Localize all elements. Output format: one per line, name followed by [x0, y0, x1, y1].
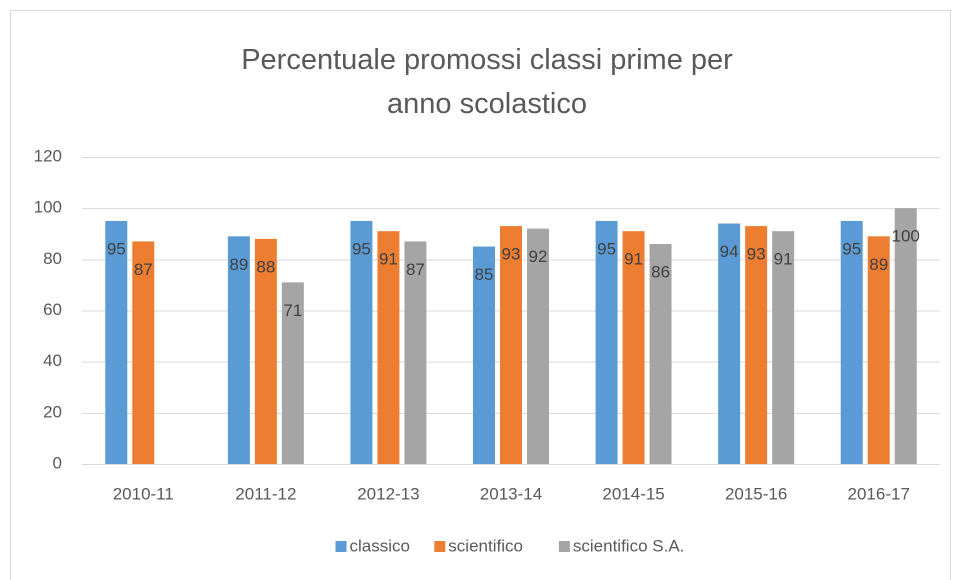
- data-label: 91: [774, 250, 793, 269]
- y-tick-label: 80: [43, 249, 62, 268]
- bar: [649, 243, 672, 464]
- bar: [132, 241, 155, 464]
- y-tick-label: 60: [43, 300, 62, 319]
- bar: [894, 208, 917, 464]
- bar: [867, 236, 890, 464]
- data-label: 95: [107, 239, 126, 258]
- data-label: 89: [869, 255, 888, 274]
- bar: [105, 220, 128, 464]
- bar: [473, 246, 495, 464]
- data-label: 91: [624, 250, 643, 269]
- data-label: 100: [892, 227, 920, 246]
- bar: [622, 231, 645, 464]
- data-label: 85: [475, 265, 494, 284]
- data-label: 89: [229, 255, 248, 274]
- data-label: 92: [529, 247, 548, 266]
- data-label: 95: [842, 239, 861, 258]
- data-label: 91: [379, 250, 398, 269]
- y-tick-label: 20: [43, 402, 62, 421]
- bar: [595, 220, 618, 464]
- bar: [745, 226, 768, 464]
- legend-label: scientifico: [448, 536, 523, 555]
- data-label: 87: [406, 260, 425, 279]
- bar: [227, 236, 250, 464]
- bar: [281, 282, 304, 464]
- legend-label: scientifico S.A.: [573, 536, 685, 555]
- x-tick-label: 2013-14: [480, 484, 542, 503]
- data-label: 71: [283, 301, 302, 320]
- bar: [772, 231, 795, 464]
- x-tick-label: 2014-15: [602, 484, 664, 503]
- legend-swatch: [434, 541, 446, 552]
- bar: [350, 220, 373, 464]
- bar: [527, 228, 549, 464]
- bar: [254, 238, 277, 464]
- bar: [404, 241, 427, 464]
- data-label: 95: [597, 239, 616, 258]
- data-label: 86: [651, 262, 670, 281]
- legend-swatch: [558, 541, 570, 552]
- x-tick-label: 2010-11: [113, 484, 174, 503]
- y-tick-label: 0: [53, 453, 62, 472]
- data-label: 94: [720, 242, 739, 261]
- data-label: 93: [502, 245, 521, 264]
- legend-label: classico: [350, 536, 410, 555]
- x-tick-label: 2012-13: [357, 484, 419, 503]
- x-tick-label: 2011-12: [235, 484, 296, 503]
- bar: [377, 231, 400, 464]
- data-label: 87: [134, 260, 153, 279]
- x-tick-label: 2016-17: [848, 484, 910, 503]
- bar: [840, 220, 863, 464]
- data-label: 95: [352, 239, 371, 258]
- legend-swatch: [335, 541, 347, 552]
- data-label: 93: [747, 245, 766, 264]
- y-tick-label: 100: [34, 198, 62, 217]
- y-tick-label: 40: [43, 351, 62, 370]
- chart-title: Percentuale promossi classi prime per an…: [241, 44, 733, 120]
- bar: [718, 223, 741, 464]
- y-tick-label: 120: [34, 146, 62, 165]
- bar: [500, 226, 522, 464]
- data-label: 88: [256, 257, 275, 276]
- x-tick-label: 2015-16: [725, 484, 787, 503]
